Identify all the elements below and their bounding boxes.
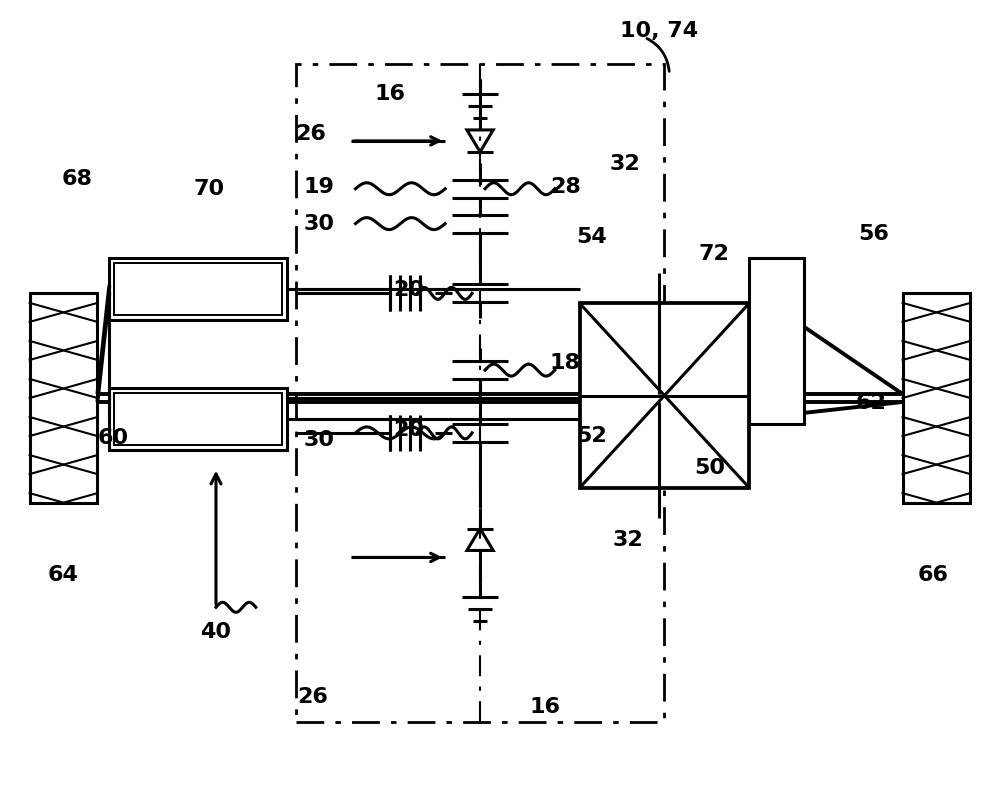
Text: 62: 62 xyxy=(855,393,886,413)
Bar xyxy=(749,259,804,424)
Text: 40: 40 xyxy=(200,622,231,642)
Bar xyxy=(109,388,287,450)
Text: 56: 56 xyxy=(858,223,889,243)
Bar xyxy=(903,294,970,503)
Text: 54: 54 xyxy=(576,227,607,247)
Text: 26: 26 xyxy=(297,687,328,707)
Text: 60: 60 xyxy=(98,428,129,448)
Text: 10, 74: 10, 74 xyxy=(620,22,699,41)
Bar xyxy=(114,393,282,444)
Text: 26: 26 xyxy=(295,124,326,144)
Text: 20: 20 xyxy=(393,420,424,440)
Text: 32: 32 xyxy=(609,154,640,174)
Text: 70: 70 xyxy=(193,179,225,199)
Text: 52: 52 xyxy=(576,426,607,446)
Text: 30: 30 xyxy=(303,430,334,450)
Text: 30: 30 xyxy=(303,214,334,234)
Text: 19: 19 xyxy=(303,176,334,197)
Text: 66: 66 xyxy=(918,566,949,586)
Text: 68: 68 xyxy=(62,168,93,189)
Bar xyxy=(30,294,97,503)
Text: 72: 72 xyxy=(699,243,730,263)
Text: 50: 50 xyxy=(694,458,725,478)
Text: 16: 16 xyxy=(375,84,406,104)
Bar xyxy=(114,263,282,315)
Text: 16: 16 xyxy=(529,697,560,717)
Text: 64: 64 xyxy=(48,566,79,586)
Text: 28: 28 xyxy=(550,176,581,197)
Text: 18: 18 xyxy=(549,354,580,373)
Bar xyxy=(580,303,749,488)
Text: 32: 32 xyxy=(612,530,643,550)
Bar xyxy=(109,259,287,320)
Text: 20: 20 xyxy=(393,280,424,300)
Bar xyxy=(296,64,664,722)
